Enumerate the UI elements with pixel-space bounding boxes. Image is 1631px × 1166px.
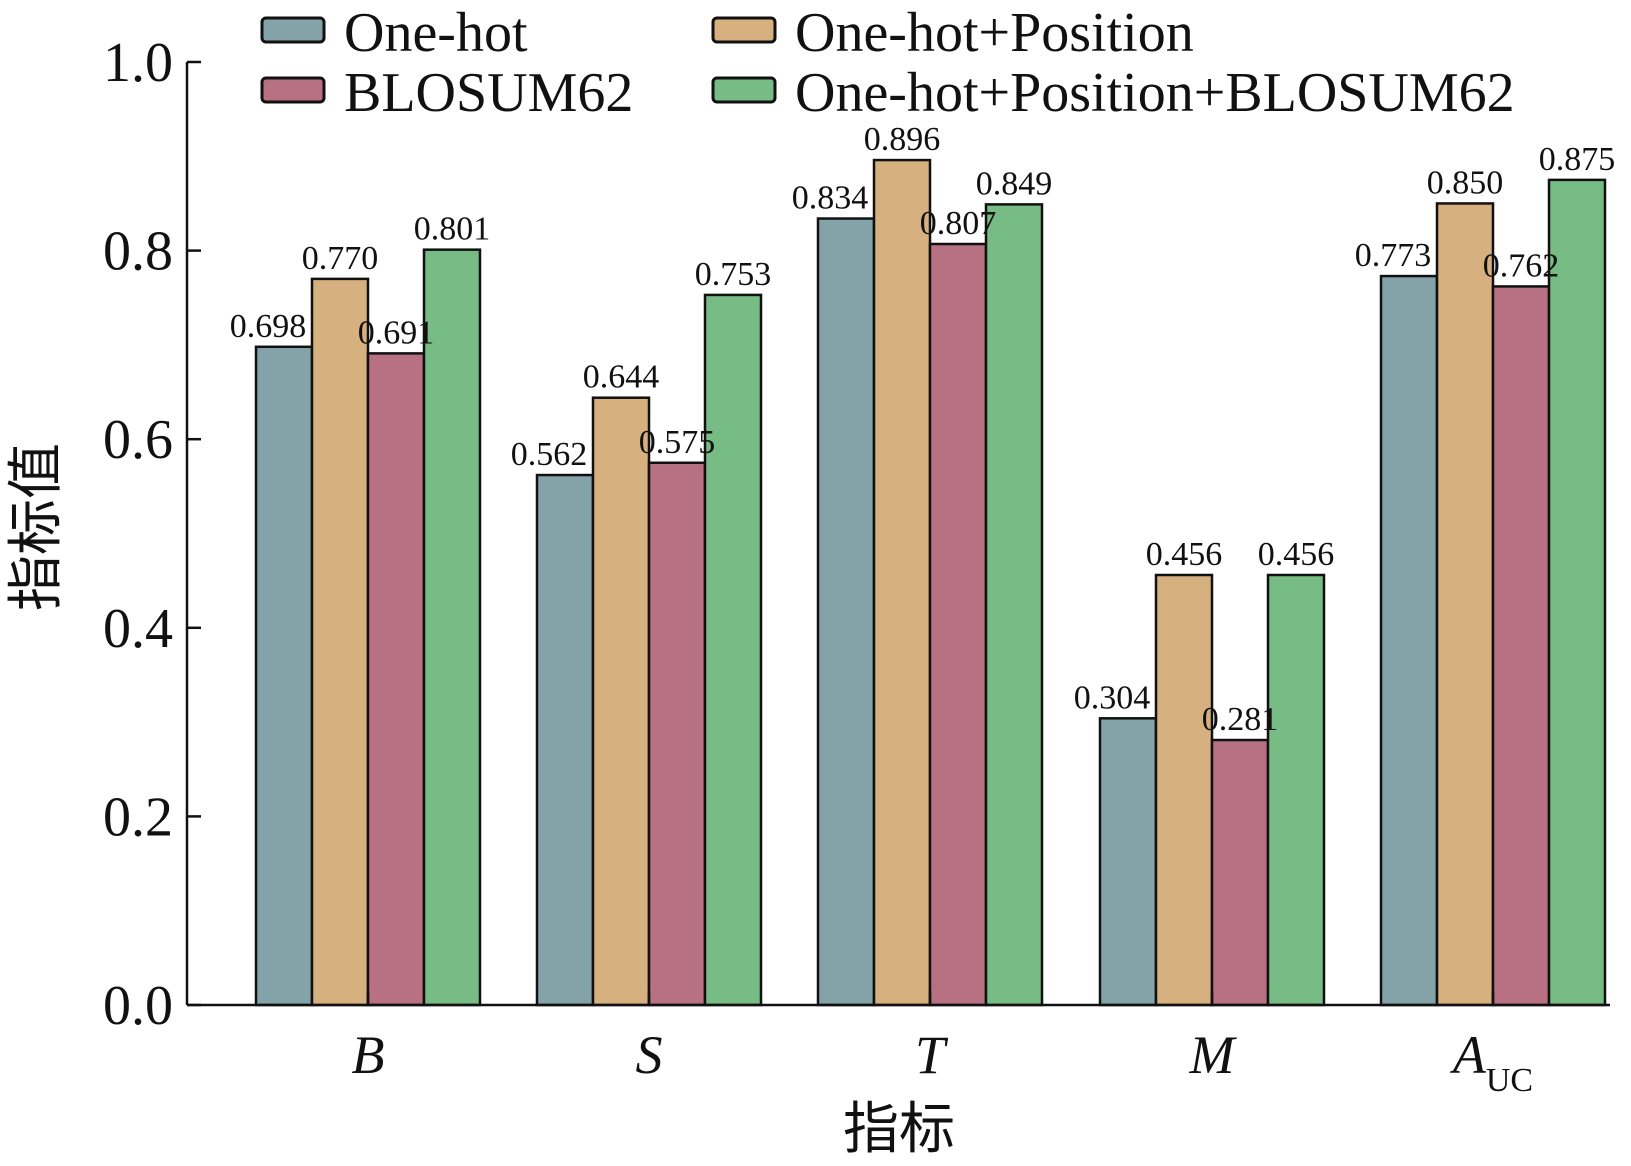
legend-swatch-1 bbox=[711, 16, 777, 44]
data-label-series-1-category-2: 0.896 bbox=[864, 121, 941, 158]
data-label-series-1-category-0: 0.770 bbox=[302, 240, 379, 277]
legend-swatch-3 bbox=[711, 76, 777, 104]
data-label-series-0-category-1: 0.562 bbox=[511, 436, 588, 473]
data-label-series-2-category-3: 0.281 bbox=[1202, 701, 1279, 738]
data-label-series-1-category-4: 0.850 bbox=[1427, 164, 1504, 201]
x-tick-label-2: T bbox=[915, 1025, 949, 1085]
bar-series-1-category-3 bbox=[1154, 573, 1214, 1007]
data-label-series-0-category-3: 0.304 bbox=[1074, 679, 1151, 716]
x-tick-label-3: M bbox=[1189, 1025, 1238, 1085]
bar-series-2-category-2 bbox=[928, 242, 988, 1007]
legend-label-1: One-hot+Position bbox=[795, 2, 1194, 64]
x-tick-label-1: S bbox=[636, 1025, 663, 1085]
x-tick-label-main-4: A bbox=[1450, 1025, 1487, 1085]
legend-label-3: One-hot+Position+BLOSUM62 bbox=[795, 62, 1515, 124]
y-tick-label-1: 0.2 bbox=[103, 786, 173, 848]
data-label-series-0-category-0: 0.698 bbox=[230, 308, 307, 345]
x-tick-label-main-3: M bbox=[1189, 1025, 1238, 1085]
data-label-series-2-category-1: 0.575 bbox=[639, 424, 716, 461]
y-axis: 0.0 0.2 0.4 0.6 0.8 1.0 bbox=[103, 32, 201, 1037]
y-axis-title: 指标值 bbox=[4, 443, 69, 611]
data-label-series-0-category-4: 0.773 bbox=[1355, 237, 1432, 274]
bar-series-0-category-2 bbox=[816, 217, 876, 1007]
legend-swatch-2 bbox=[260, 76, 326, 104]
bar-series-1-category-2 bbox=[872, 158, 932, 1007]
bar-series-3-category-3 bbox=[1266, 573, 1326, 1007]
data-label-series-3-category-1: 0.753 bbox=[695, 256, 772, 293]
y-tick-label-2: 0.4 bbox=[103, 598, 173, 660]
y-tick-label-4: 0.8 bbox=[103, 221, 173, 283]
data-label-series-0-category-2: 0.834 bbox=[792, 180, 869, 217]
data-label-series-2-category-4: 0.762 bbox=[1483, 247, 1560, 284]
bar-series-3-category-2 bbox=[984, 203, 1044, 1007]
x-tick-label-main-0: B bbox=[352, 1025, 385, 1085]
x-tick-label-main-1: S bbox=[636, 1025, 663, 1085]
data-label-series-3-category-2: 0.849 bbox=[976, 165, 1053, 202]
bar-series-1-category-1 bbox=[591, 396, 651, 1007]
legend-swatch-0 bbox=[260, 16, 326, 44]
x-tick-label-0: B bbox=[352, 1025, 385, 1085]
bar-series-2-category-1 bbox=[647, 461, 707, 1007]
bar-series-0-category-4 bbox=[1379, 274, 1439, 1007]
bar-series-2-category-3 bbox=[1210, 738, 1270, 1007]
data-label-series-1-category-3: 0.456 bbox=[1146, 536, 1223, 573]
y-tick-label-0: 0.0 bbox=[103, 975, 173, 1037]
y-tick-label-5: 1.0 bbox=[103, 32, 173, 94]
bar-series-0-category-1 bbox=[535, 473, 595, 1007]
legend-label-2: BLOSUM62 bbox=[344, 62, 633, 124]
legend-label-0: One-hot bbox=[344, 2, 528, 64]
x-axis-title: 指标 bbox=[843, 1097, 955, 1162]
data-label-series-3-category-4: 0.875 bbox=[1539, 141, 1616, 178]
bar-series-3-category-1 bbox=[703, 293, 763, 1007]
data-label-series-2-category-2: 0.807 bbox=[920, 205, 997, 242]
bar-series-0-category-0 bbox=[254, 345, 314, 1007]
x-tick-label-4: AUC bbox=[1450, 1025, 1533, 1099]
y-tick-label-3: 0.6 bbox=[103, 409, 173, 471]
x-tick-label-sub-4: UC bbox=[1486, 1062, 1533, 1099]
data-label-series-3-category-3: 0.456 bbox=[1258, 536, 1335, 573]
data-label-series-3-category-0: 0.801 bbox=[414, 211, 491, 248]
x-tick-label-main-2: T bbox=[915, 1025, 949, 1085]
x-axis: B S T M AUC bbox=[187, 991, 1610, 1099]
data-label-series-2-category-0: 0.691 bbox=[358, 314, 435, 351]
bar-series-1-category-4 bbox=[1435, 202, 1495, 1007]
legend: One-hot One-hot+Position BLOSUM62 One-hot+P… bbox=[260, 2, 1515, 124]
bar-series-3-category-0 bbox=[422, 248, 482, 1007]
bar-series-1-category-0 bbox=[310, 277, 370, 1007]
data-label-series-1-category-1: 0.644 bbox=[583, 359, 660, 396]
bar-series-0-category-3 bbox=[1098, 717, 1158, 1007]
data-labels: 0.698 0.562 0.834 0.304 0.773 0.770 0.644 0.896… bbox=[230, 121, 1616, 738]
bars bbox=[254, 158, 1607, 1007]
bar-series-2-category-4 bbox=[1491, 285, 1551, 1007]
bar-series-2-category-0 bbox=[366, 352, 426, 1007]
bar-series-3-category-4 bbox=[1547, 178, 1607, 1007]
